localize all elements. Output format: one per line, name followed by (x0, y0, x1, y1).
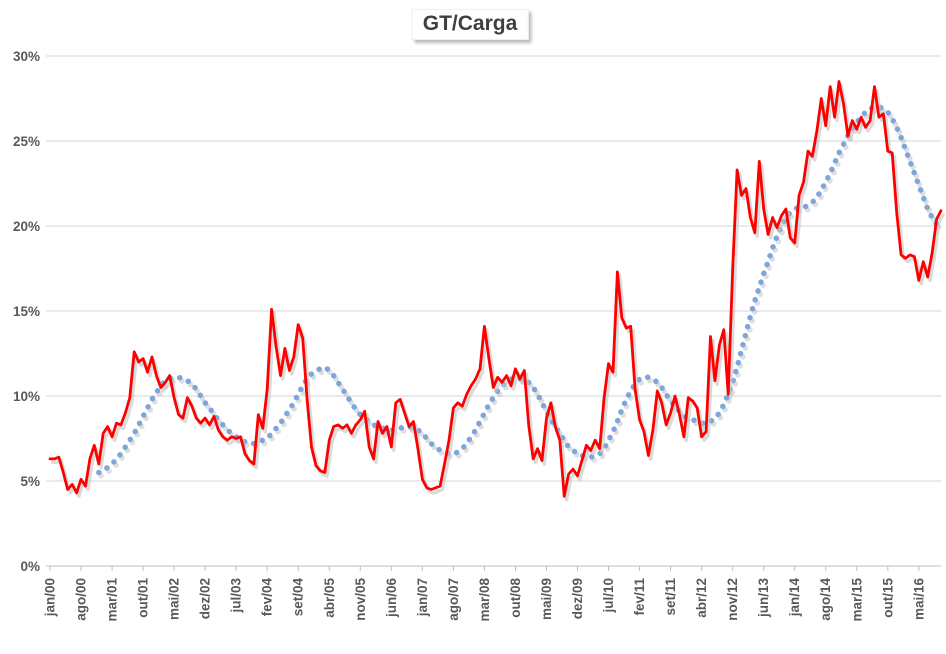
x-axis-label: ago/00 (74, 578, 89, 621)
x-axis-label: jun/06 (384, 578, 399, 619)
x-axis-label: jul/03 (229, 578, 244, 614)
x-axis-label: out/01 (136, 578, 151, 618)
x-axis-label: jan/07 (415, 578, 430, 617)
series-red-line (48, 80, 943, 498)
x-axis-label: abr/12 (694, 578, 709, 618)
x-axis-label: ago/07 (446, 578, 461, 621)
x-axis-label: fev/04 (260, 578, 275, 617)
y-axis-label: 0% (20, 559, 40, 574)
series-red-line-shadow (50, 83, 946, 502)
x-axis-label: set/11 (663, 578, 678, 616)
x-axis-label: mai/16 (911, 578, 926, 621)
y-axis-label: 25% (13, 134, 40, 149)
x-axis-label: mai/09 (539, 578, 554, 620)
x-axis-label: dez/09 (570, 578, 585, 619)
x-axis-label: dez/02 (198, 578, 213, 619)
x-axis-label: jan/00 (43, 578, 58, 617)
x-axis-label: ago/14 (818, 578, 833, 621)
y-axis-label: 20% (13, 219, 40, 234)
x-axis-label: jan/14 (787, 578, 802, 618)
x-axis-label: nov/05 (353, 578, 368, 621)
x-axis-label: jul/10 (601, 578, 616, 614)
chart-title: GT/Carga (411, 9, 529, 40)
x-axis-label: fev/11 (632, 578, 647, 616)
series-blue-dotted-shadow (98, 107, 946, 479)
y-axis-label: 30% (13, 49, 40, 64)
y-axis-label: 10% (13, 389, 40, 404)
x-axis-label: mar/01 (105, 578, 120, 622)
x-axis-label: set/04 (291, 578, 306, 617)
x-axis-label: mai/02 (167, 578, 182, 620)
series-blue-dotted-line (96, 104, 944, 476)
x-axis-label: mar/08 (477, 578, 492, 622)
x-axis-label: mar/15 (849, 578, 864, 622)
x-axis-label: abr/05 (322, 578, 337, 618)
x-axis-label: nov/12 (725, 578, 740, 621)
x-axis-label: out/15 (880, 578, 895, 618)
y-axis-label: 5% (20, 474, 40, 489)
y-axis-label: 15% (13, 304, 40, 319)
x-axis-label: jun/13 (756, 578, 771, 619)
x-axis-label: out/08 (508, 578, 523, 618)
